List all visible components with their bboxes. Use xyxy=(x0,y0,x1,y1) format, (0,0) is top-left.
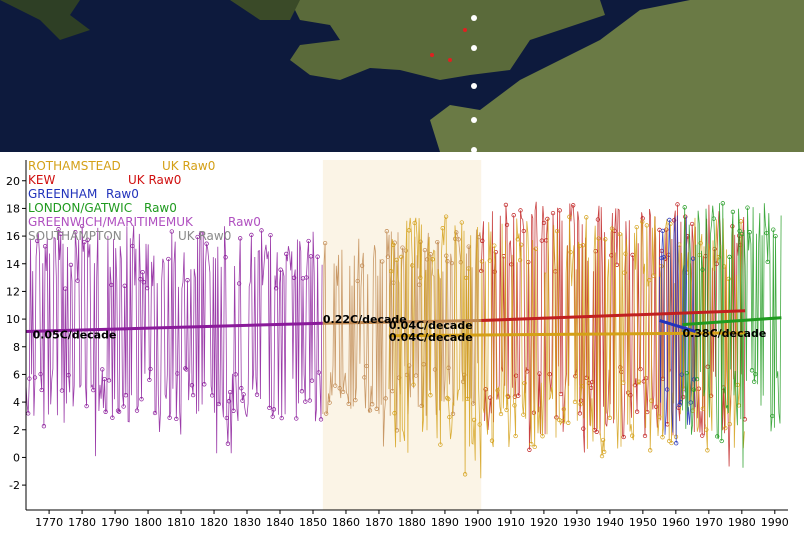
y-tick-label: 18 xyxy=(6,202,20,215)
series-london-gatwic xyxy=(682,201,782,468)
x-tick-label: 1890 xyxy=(431,516,459,529)
y-tick-label: 10 xyxy=(6,313,20,326)
trend-line xyxy=(322,318,482,325)
x-tick-label: 1830 xyxy=(233,516,261,529)
x-tick-label: 1940 xyxy=(596,516,624,529)
y-tick-label: 12 xyxy=(6,285,20,298)
legend-entry-name: GREENHAM xyxy=(28,187,97,201)
trend-annotation: 0.05C/decade xyxy=(33,328,117,341)
trend-lines xyxy=(25,309,782,338)
x-tick-label: 1920 xyxy=(530,516,558,529)
map-marker xyxy=(471,117,477,123)
legend-entry-source: UK Raw0 xyxy=(178,229,231,243)
legend-entry-source: Raw0 xyxy=(228,215,261,229)
y-tick-label: 20 xyxy=(6,175,20,188)
trend-line xyxy=(658,319,697,333)
y-tick-label: 16 xyxy=(6,230,20,243)
x-tick-label: 1800 xyxy=(134,516,162,529)
trend-line xyxy=(682,316,782,327)
trend-annotation: 0.04C/decade xyxy=(389,331,473,344)
x-tick-label: 1910 xyxy=(497,516,525,529)
x-tick-label: 1930 xyxy=(563,516,591,529)
series-line xyxy=(25,225,323,457)
trend-annotation: 0.38C/decade xyxy=(682,327,766,340)
y-tick-label: 2 xyxy=(13,424,20,437)
satellite-map xyxy=(0,0,804,152)
trend-annotation: 0.22C/decade xyxy=(323,313,407,326)
y-tick-label: 6 xyxy=(13,368,20,381)
legend-entry-name: KEW xyxy=(28,173,55,187)
legend-entry-source: UK Raw0 xyxy=(128,173,181,187)
station-marker xyxy=(448,58,452,62)
x-tick-label: 1850 xyxy=(299,516,327,529)
x-tick-label: 1840 xyxy=(266,516,294,529)
x-tick-label: 1980 xyxy=(728,516,756,529)
legend-entry-name: GREENWICH/MARITIMEMUK xyxy=(28,215,194,229)
axes: 1770 1780 1790 1800 1810 1820 1830 1840 1850 1860… xyxy=(6,160,789,529)
series-greenwich-maritimemuk xyxy=(25,223,324,457)
data-point xyxy=(636,379,642,384)
series-line xyxy=(659,215,696,444)
series-greenham xyxy=(659,215,697,446)
x-tick-label: 1790 xyxy=(101,516,129,529)
y-tick-label: 4 xyxy=(13,396,20,409)
data-point xyxy=(609,226,615,231)
trend-line xyxy=(481,309,746,322)
land-continent xyxy=(430,0,804,152)
x-tick-label: 1950 xyxy=(629,516,657,529)
land-wales xyxy=(230,0,300,20)
x-tick-label: 1770 xyxy=(35,516,63,529)
trend-line xyxy=(388,331,746,338)
map-marker xyxy=(471,15,477,21)
x-tick-label: 1860 xyxy=(332,516,360,529)
legend: ROTHAMSTEAD UK Raw0 KEW UK Raw0 GREENHAM Raw0… xyxy=(28,159,261,243)
x-tick-label: 1960 xyxy=(662,516,690,529)
map-marker xyxy=(471,147,477,152)
map-marker xyxy=(471,45,477,51)
legend-entry-name: LONDON/GATWIC xyxy=(28,201,132,215)
temperature-chart: 1770 1780 1790 1800 1810 1820 1830 1840 1850 1860… xyxy=(6,159,789,529)
station-marker xyxy=(430,53,434,57)
x-tick-label: 1900 xyxy=(464,516,492,529)
x-tick-label: 1780 xyxy=(68,516,96,529)
land-ireland xyxy=(0,0,90,40)
land-britain xyxy=(290,0,605,80)
legend-entry-source: UK Raw0 xyxy=(162,159,215,173)
legend-entry-name: ROTHAMSTEAD xyxy=(28,159,121,173)
y-tick-label: 8 xyxy=(13,341,20,354)
y-tick-label: 0 xyxy=(13,451,20,464)
trend-line xyxy=(25,321,323,334)
x-tick-label: 1810 xyxy=(167,516,195,529)
legend-entry-source: Raw0 xyxy=(106,187,139,201)
x-tick-label: 1870 xyxy=(365,516,393,529)
trend-annotations: 0.05C/decade0.22C/decade0.04C/decade0.04… xyxy=(33,313,767,344)
x-tick-label: 1820 xyxy=(200,516,228,529)
legend-entry-name: SOUTHAMPTON xyxy=(28,229,122,243)
x-tick-label: 1880 xyxy=(398,516,426,529)
y-tick-label: -2 xyxy=(9,479,20,492)
series-line xyxy=(682,203,782,468)
x-tick-label: 1970 xyxy=(695,516,723,529)
x-tick-label: 1990 xyxy=(761,516,789,529)
station-marker xyxy=(463,28,467,32)
legend-entry-source: Raw0 xyxy=(144,201,177,215)
map-marker xyxy=(471,83,477,89)
trend-annotation: 0.04C/decade xyxy=(389,319,473,332)
series-line xyxy=(480,201,746,467)
y-tick-label: 14 xyxy=(6,258,20,271)
